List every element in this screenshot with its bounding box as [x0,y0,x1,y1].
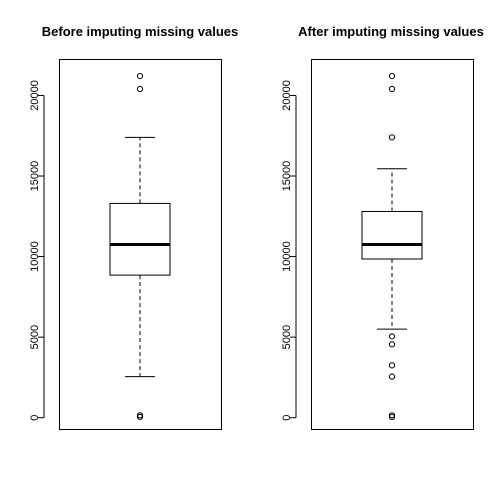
y-tick-label-after: 20000 [281,80,293,111]
y-axis-after: 0 5000 10000 15000 20000 [281,80,297,421]
panel-before: Before imputing missing values 0 5000 1000… [29,24,238,430]
iqr-box-after [361,210,423,260]
outlier-point-after [388,341,396,348]
y-tick-label-after: 10000 [281,241,293,272]
y-tick-label-after: 0 [281,415,293,421]
outlier-point-before [136,73,144,80]
outlier-point-after [388,134,396,141]
outlier-point-after [388,333,396,340]
plot-frame-before [59,59,222,430]
y-tick-label-after: 15000 [281,161,293,192]
chart-title-after: After imputing missing values [298,24,484,39]
chart-title-before: Before imputing missing values [42,24,239,39]
outlier-point-before [136,412,144,419]
outlier-point-after [388,412,396,419]
plot-frame-after [311,59,474,430]
boxplot-before [109,73,171,421]
y-axis-before: 0 5000 10000 15000 20000 [29,80,45,421]
panel-after: After imputing missing values 0 5000 10000… [281,24,484,430]
outlier-point-after [388,373,396,380]
outlier-point-after [388,73,396,80]
y-tick-label-after: 5000 [281,325,293,349]
iqr-box-before [109,202,171,276]
y-tick-label-before: 5000 [29,325,41,349]
y-tick-label-before: 10000 [29,241,41,272]
outlier-point-after [388,362,396,369]
y-tick-label-before: 15000 [29,161,41,192]
outlier-point-before [136,85,144,93]
boxplot-after [361,73,423,421]
y-tick-label-before: 0 [29,415,41,421]
outlier-point-after [388,85,396,93]
y-tick-label-before: 20000 [29,80,41,111]
